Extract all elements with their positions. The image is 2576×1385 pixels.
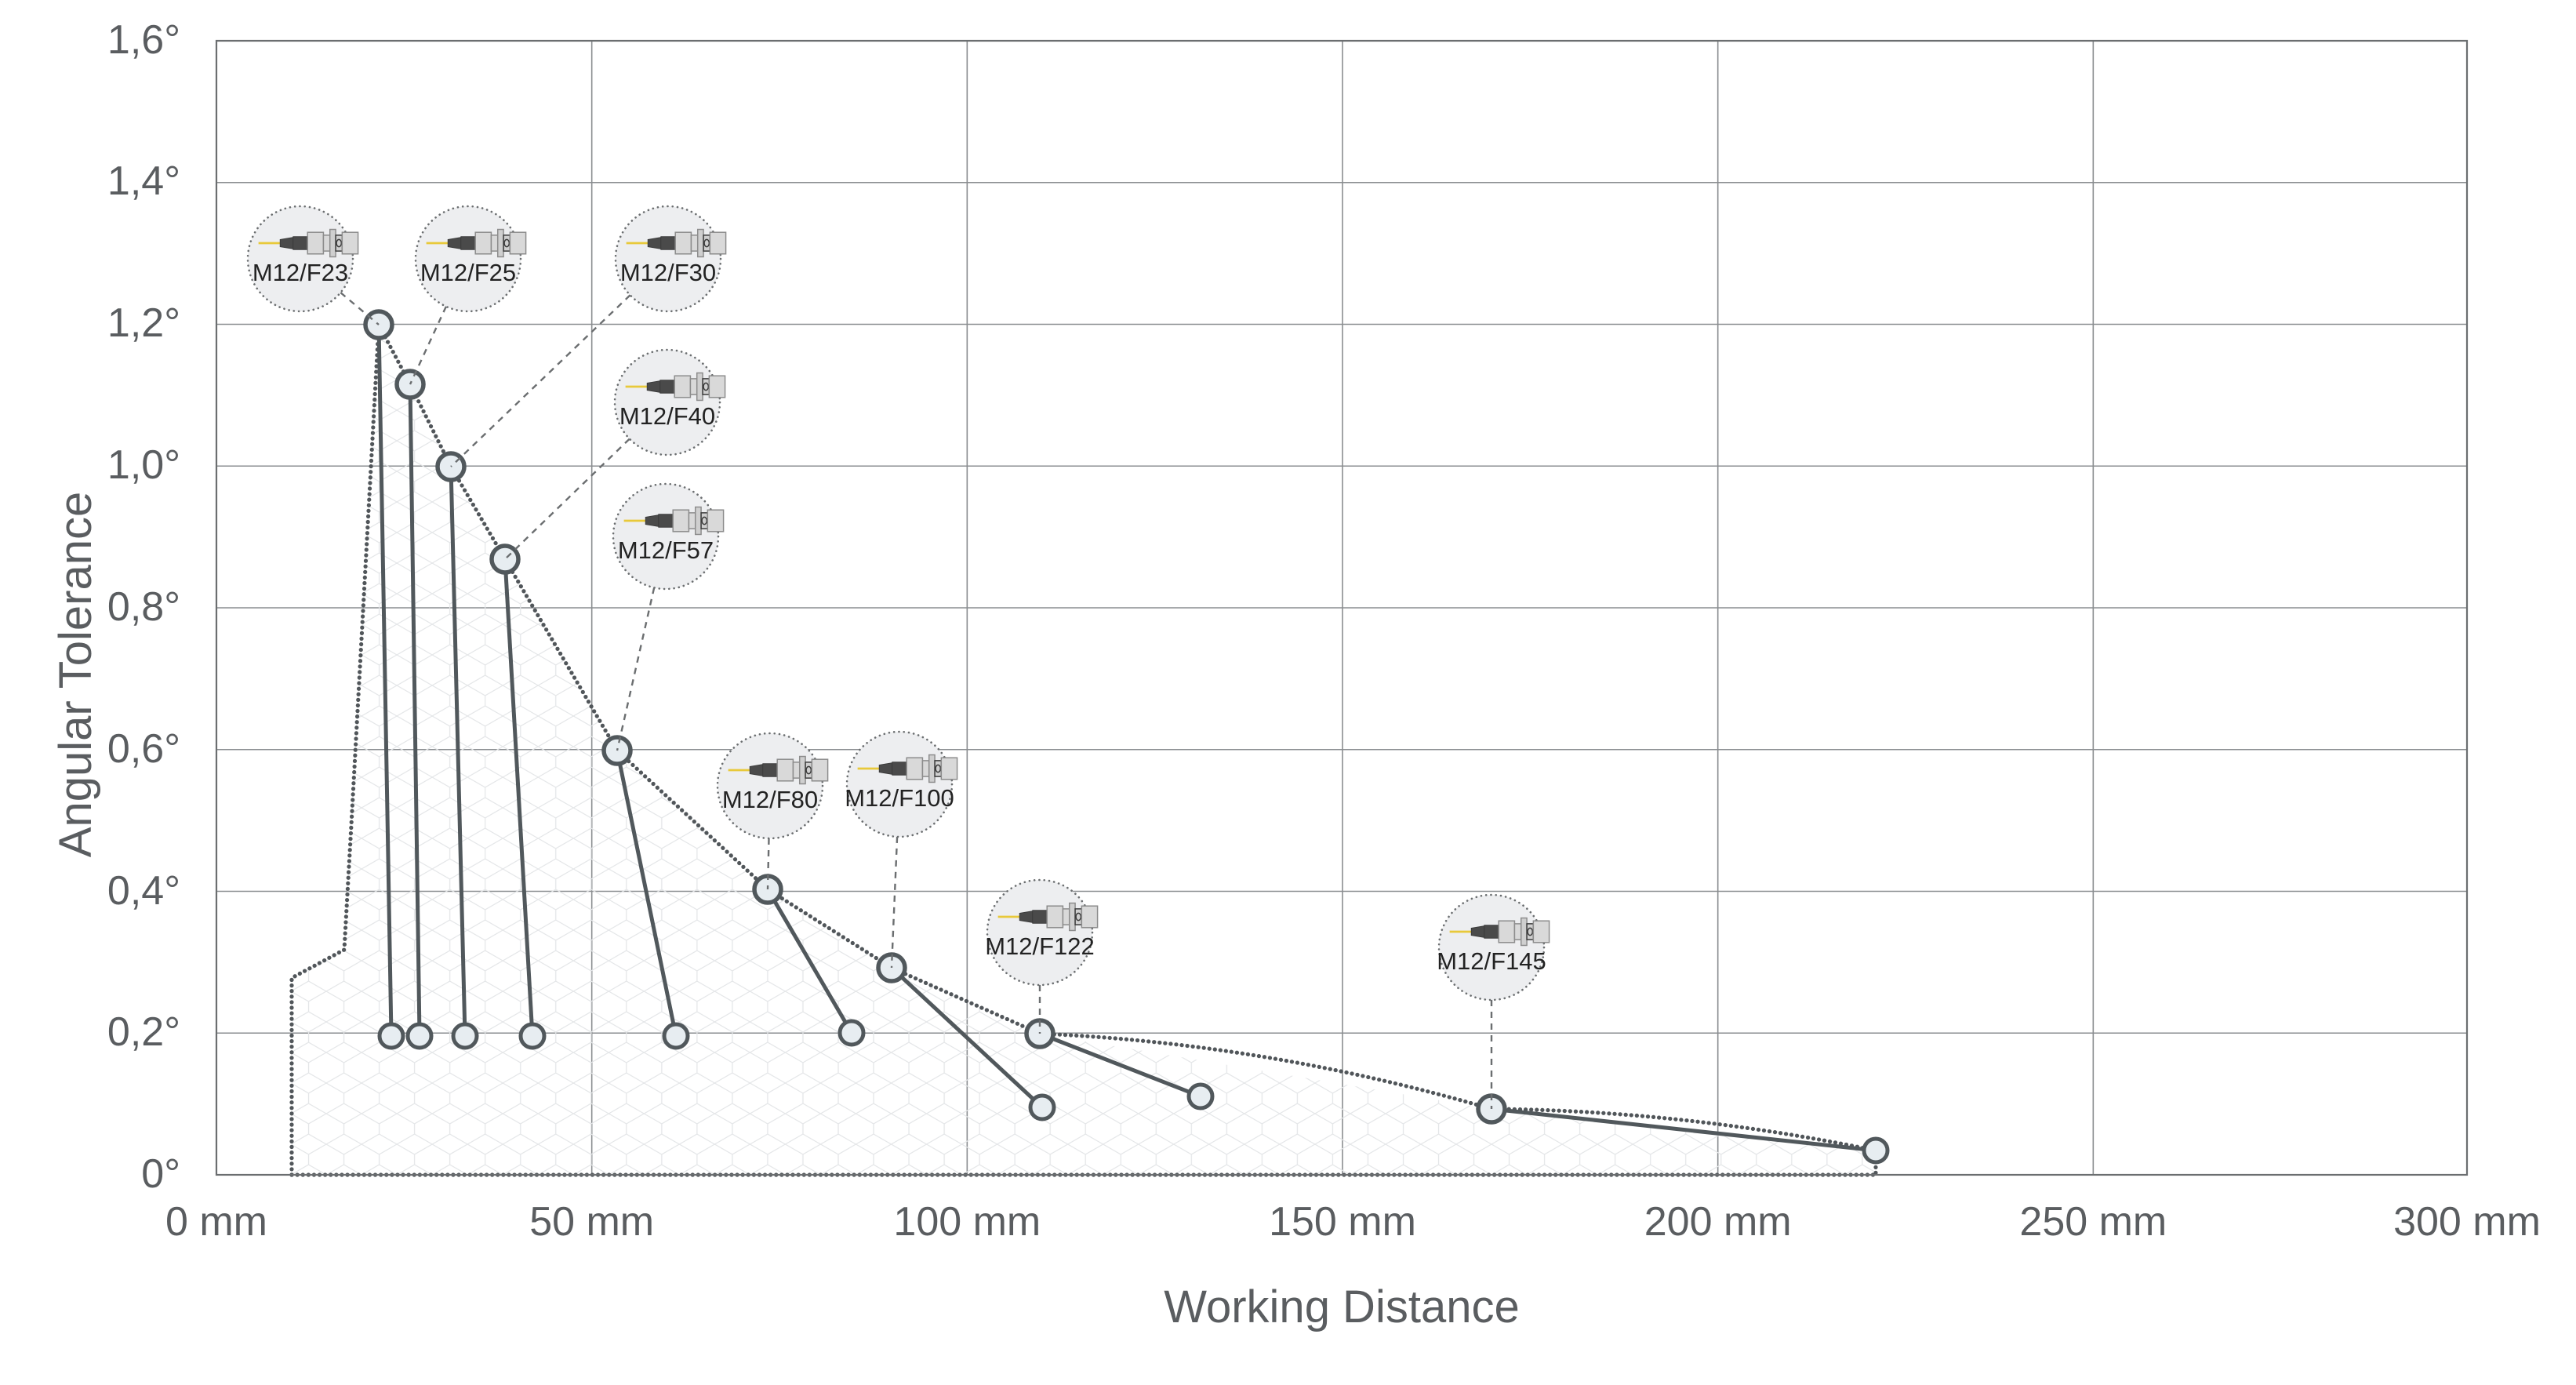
svg-text:M12/F122: M12/F122 [985, 932, 1095, 960]
svg-text:1,4°: 1,4° [107, 158, 180, 204]
svg-text:M12/F25: M12/F25 [420, 259, 516, 286]
svg-text:M12/F40: M12/F40 [619, 402, 715, 430]
svg-text:M12/F145: M12/F145 [1437, 947, 1546, 975]
svg-text:M12/F100: M12/F100 [845, 784, 954, 812]
svg-text:50 mm: 50 mm [529, 1199, 654, 1245]
svg-text:0,6°: 0,6° [107, 726, 180, 772]
svg-text:250 mm: 250 mm [2019, 1199, 2167, 1245]
svg-text:0,2°: 0,2° [107, 1009, 180, 1055]
svg-text:100 mm: 100 mm [893, 1199, 1041, 1245]
svg-text:150 mm: 150 mm [1269, 1199, 1416, 1245]
svg-text:200 mm: 200 mm [1644, 1199, 1792, 1245]
svg-text:M12/F80: M12/F80 [722, 786, 818, 813]
svg-text:M12/F23: M12/F23 [253, 259, 348, 286]
svg-text:1,6°: 1,6° [107, 17, 180, 63]
svg-text:0 mm: 0 mm [165, 1199, 267, 1245]
svg-text:M12/F57: M12/F57 [618, 536, 714, 564]
svg-text:M12/F30: M12/F30 [620, 259, 716, 286]
svg-text:1,0°: 1,0° [107, 442, 180, 488]
svg-text:0,4°: 0,4° [107, 868, 180, 914]
svg-text:0°: 0° [141, 1151, 180, 1197]
svg-text:1,2°: 1,2° [107, 300, 180, 346]
svg-text:0,8°: 0,8° [107, 584, 180, 630]
svg-text:Working Distance: Working Distance [1164, 1281, 1519, 1332]
svg-text:Angular Tolerance: Angular Tolerance [50, 492, 101, 857]
svg-text:300 mm: 300 mm [2393, 1199, 2541, 1245]
